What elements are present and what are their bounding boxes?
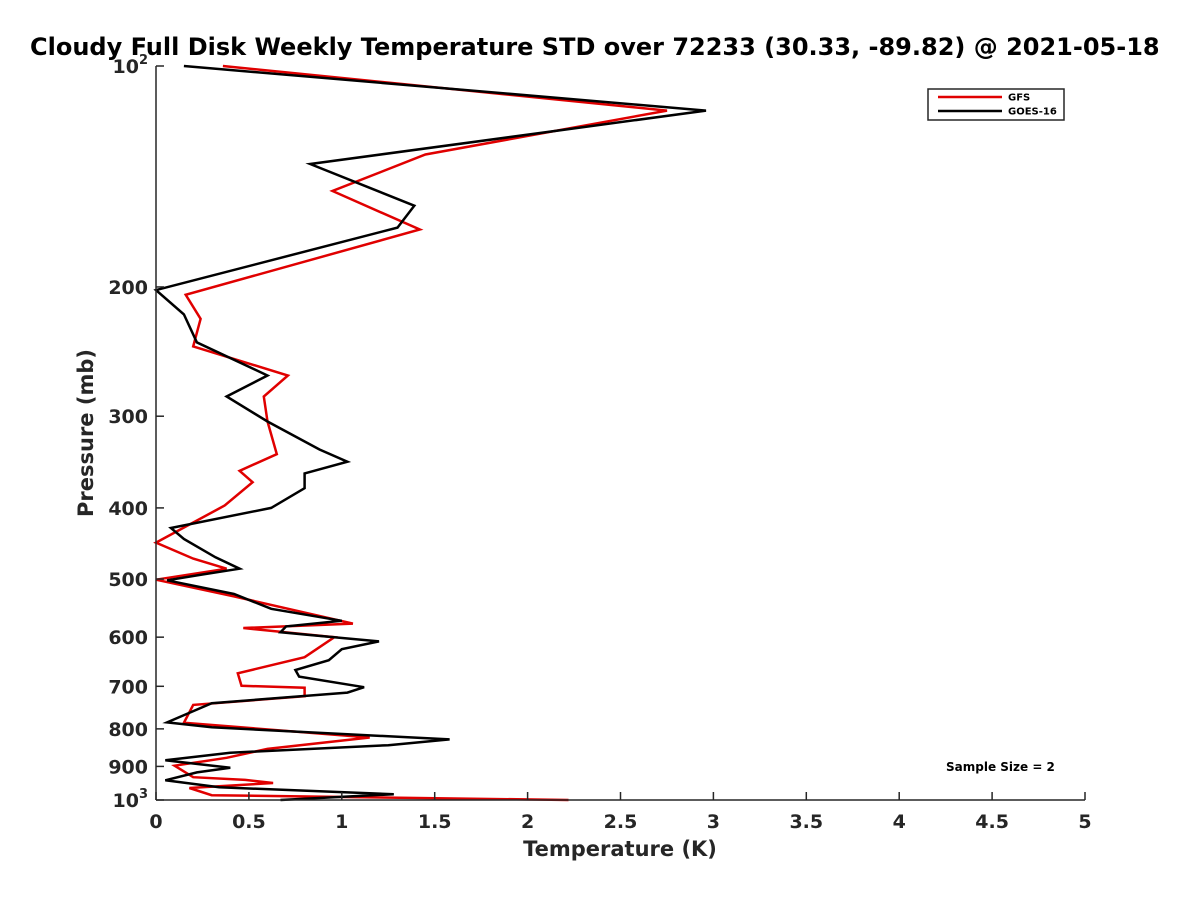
y-tick-label: 102: [113, 53, 149, 78]
y-tick-label: 103: [113, 787, 149, 812]
x-tick-label: 4: [893, 811, 906, 833]
y-tick-label: 600: [108, 627, 148, 649]
x-axis-label: Temperature (K): [523, 837, 717, 861]
x-tick-label: 0.5: [232, 811, 266, 833]
y-tick-label: 500: [108, 569, 148, 591]
legend-entries: GFS GOES-16: [938, 93, 1057, 118]
series-line-gfs: [153, 64, 668, 802]
x-tick-label: 3.5: [789, 811, 823, 833]
y-tick-label: 700: [108, 676, 148, 698]
x-tick-label: 5: [1078, 811, 1091, 833]
x-ticks: 0 0.5 1 1.5 2 2.5 3 3.5 4 4.5 5: [149, 792, 1092, 833]
x-tick-label: 0: [149, 811, 162, 833]
y-tick-label: 200: [108, 277, 148, 299]
x-tick-label: 1.5: [418, 811, 452, 833]
chart-title: Cloudy Full Disk Weekly Temperature STD …: [30, 33, 1160, 61]
y-tick-label: 800: [108, 719, 148, 741]
legend-box: [927, 88, 1065, 121]
sample-size-note: Sample Size = 2: [946, 760, 1055, 774]
y-tick-label: 300: [108, 406, 148, 428]
series-layer: [153, 64, 707, 802]
y-axis-label: Pressure (mb): [74, 349, 98, 517]
y-ticks: 102 200 300 400 500 600 700 800 900 103: [108, 53, 164, 812]
legend-label-goes-16: GOES-16: [1008, 107, 1057, 118]
x-tick-label: 4.5: [975, 811, 1009, 833]
series-line-goes-16: [153, 64, 707, 802]
legend: GFS GOES-16: [927, 88, 1065, 121]
x-tick-label: 3: [707, 811, 720, 833]
x-tick-label: 2: [521, 811, 534, 833]
y-tick-label: 400: [108, 498, 148, 520]
y-tick-label: 900: [108, 756, 148, 778]
x-tick-label: 2.5: [604, 811, 638, 833]
x-tick-label: 1: [335, 811, 348, 833]
legend-label-gfs: GFS: [1008, 93, 1030, 104]
plot-area: 0 0.5 1 1.5 2 2.5 3 3.5 4 4.5 5 102 200 300 400 500 600…: [108, 53, 1091, 833]
